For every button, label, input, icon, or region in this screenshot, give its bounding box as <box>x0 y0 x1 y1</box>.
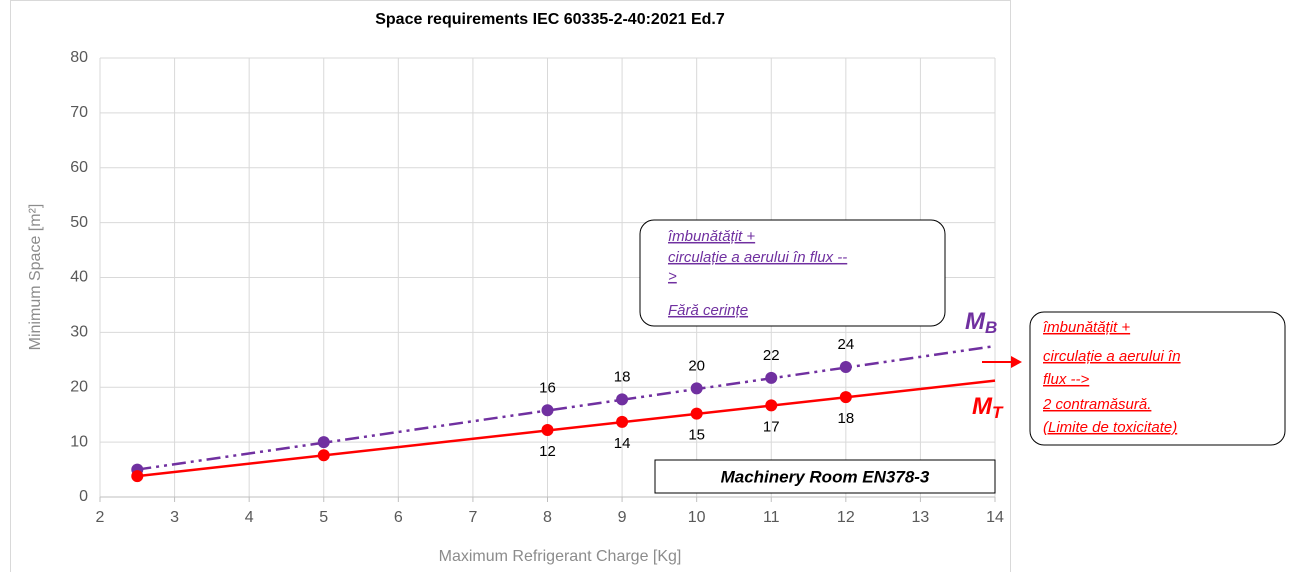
x-tick-label: 14 <box>986 509 1004 526</box>
x-tick-label: 10 <box>688 509 706 526</box>
plot: 16 18 20 22 24 12 14 15 17 18 <box>131 336 996 483</box>
data-label: 15 <box>688 427 705 444</box>
y-tick-label: 30 <box>70 324 88 341</box>
note-line: îmbunătățit + <box>668 228 755 245</box>
data-label: 17 <box>763 418 780 435</box>
chart-title: Space requirements IEC 60335-2-40:2021 E… <box>375 11 725 28</box>
x-tick-label: 9 <box>618 509 627 526</box>
note-line: (Limite de toxicitate) <box>1043 419 1177 436</box>
point <box>690 407 703 420</box>
point <box>690 382 703 395</box>
room-box <box>654 459 996 494</box>
note-line: flux --> <box>1043 371 1090 388</box>
x-tick-label: 12 <box>837 509 855 526</box>
point <box>839 360 852 373</box>
y-tick-label: 70 <box>70 104 88 121</box>
x-tick-label: 5 <box>319 509 328 526</box>
point <box>765 399 778 412</box>
x-tick-label: 3 <box>170 509 179 526</box>
x-tick-label: 7 <box>468 509 477 526</box>
point <box>541 424 554 437</box>
note-line: Fără cerințe <box>668 302 748 319</box>
note-line: îmbunătățit + <box>1043 319 1130 336</box>
y-tick-label: 10 <box>70 433 88 450</box>
note-box <box>639 219 946 327</box>
x-tick-label: 11 <box>763 509 780 526</box>
note-line: circulație a aerului în <box>1043 348 1181 365</box>
data-label: 18 <box>614 368 631 385</box>
y-tick-label: 60 <box>70 159 88 176</box>
data-label: 20 <box>688 357 705 374</box>
y-tick-label: 50 <box>70 214 88 231</box>
data-label: 22 <box>763 347 780 364</box>
room-label: Machinery Room EN378-3 <box>721 467 930 486</box>
point <box>541 404 554 417</box>
data-label: 16 <box>539 379 556 396</box>
data-label: 12 <box>539 443 556 460</box>
note-line: > <box>668 268 677 285</box>
x-axis-label: Maximum Refrigerant Charge [Kg] <box>439 548 682 565</box>
point <box>317 449 330 462</box>
trend-line <box>137 379 996 478</box>
arrow-head <box>1011 356 1022 368</box>
point <box>616 393 629 406</box>
y-tick-label: 20 <box>70 378 88 395</box>
note-line: 2 contramăsură. <box>1042 396 1151 413</box>
x-tick-label: 8 <box>543 509 552 526</box>
mb-label: MB <box>965 308 997 337</box>
x-tick-label: 4 <box>245 509 254 526</box>
point <box>616 415 629 428</box>
x-tick-label: 2 <box>96 509 105 526</box>
data-label: 24 <box>837 336 854 353</box>
y-tick-label: 80 <box>70 49 88 66</box>
mt-label: MT <box>972 393 1004 422</box>
x-tick-label: 6 <box>394 509 403 526</box>
point <box>765 371 778 384</box>
trend-line <box>137 344 996 471</box>
point <box>839 391 852 404</box>
y-tick-label: 40 <box>70 269 88 286</box>
x-tick-label: 13 <box>912 509 930 526</box>
note-line: circulație a aerului în flux -- <box>668 249 847 266</box>
data-label: 18 <box>837 410 854 427</box>
note-box <box>1029 311 1286 446</box>
y-axis-label: Minimum Space [m²] <box>27 204 44 351</box>
point <box>131 470 144 483</box>
data-label: 14 <box>614 435 631 452</box>
point <box>317 436 330 449</box>
y-tick-label: 0 <box>79 488 88 505</box>
